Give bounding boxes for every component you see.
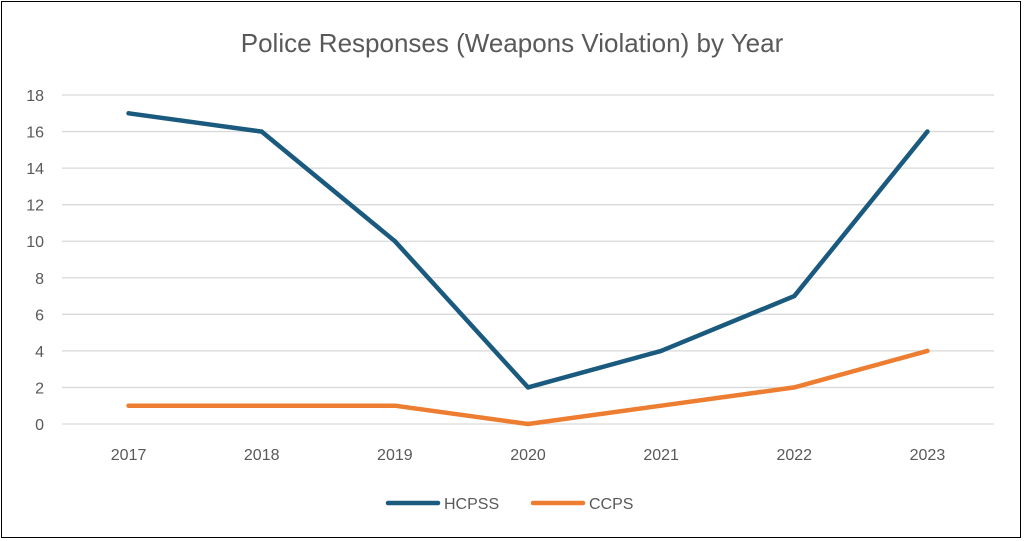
data-point-ccps bbox=[259, 403, 264, 408]
y-tick-label: 16 bbox=[26, 125, 44, 142]
legend-label-ccps: CCPS bbox=[589, 496, 633, 513]
data-point-hcpss bbox=[925, 129, 930, 134]
y-axis-ticks: 0 2 4 6 8 10 12 14 16 18 bbox=[26, 88, 44, 434]
y-tick-label: 0 bbox=[35, 417, 44, 434]
y-tick-label: 6 bbox=[35, 307, 44, 324]
legend-label-hcpss: HCPSS bbox=[444, 496, 499, 513]
y-tick-label: 12 bbox=[26, 198, 44, 215]
y-tick-label: 8 bbox=[35, 271, 44, 288]
series-lines bbox=[126, 111, 930, 427]
x-tick-label: 2017 bbox=[111, 447, 147, 464]
x-tick-label: 2020 bbox=[510, 447, 546, 464]
y-tick-label: 10 bbox=[26, 234, 44, 251]
data-point-hcpss bbox=[525, 385, 531, 390]
y-tick-label: 2 bbox=[35, 380, 44, 397]
x-axis-ticks: 2017 2018 2019 2020 2021 2022 2023 bbox=[111, 447, 946, 464]
chart-title: Police Responses (Weapons Violation) by … bbox=[241, 28, 784, 58]
x-tick-label: 2023 bbox=[910, 447, 946, 464]
y-tick-label: 18 bbox=[26, 88, 44, 105]
legend: HCPSS CCPS bbox=[385, 496, 633, 513]
data-point-hcpss bbox=[792, 293, 797, 299]
x-tick-label: 2019 bbox=[377, 447, 413, 464]
data-point-ccps bbox=[792, 385, 797, 390]
data-point-hcpss bbox=[126, 111, 131, 116]
x-tick-label: 2018 bbox=[244, 447, 280, 464]
data-point-ccps bbox=[126, 403, 131, 408]
gridlines bbox=[62, 94, 994, 425]
series-line-hcpss bbox=[126, 111, 930, 390]
y-tick-label: 4 bbox=[35, 344, 44, 361]
data-point-ccps bbox=[392, 403, 398, 408]
x-tick-label: 2022 bbox=[776, 447, 812, 464]
data-point-ccps bbox=[525, 421, 531, 427]
data-point-ccps bbox=[925, 348, 930, 354]
data-point-ccps bbox=[658, 403, 664, 408]
data-point-hcpss bbox=[259, 129, 264, 134]
x-tick-label: 2021 bbox=[643, 447, 679, 464]
y-tick-label: 14 bbox=[26, 161, 44, 178]
data-point-hcpss bbox=[658, 348, 664, 354]
data-point-hcpss bbox=[392, 239, 398, 244]
